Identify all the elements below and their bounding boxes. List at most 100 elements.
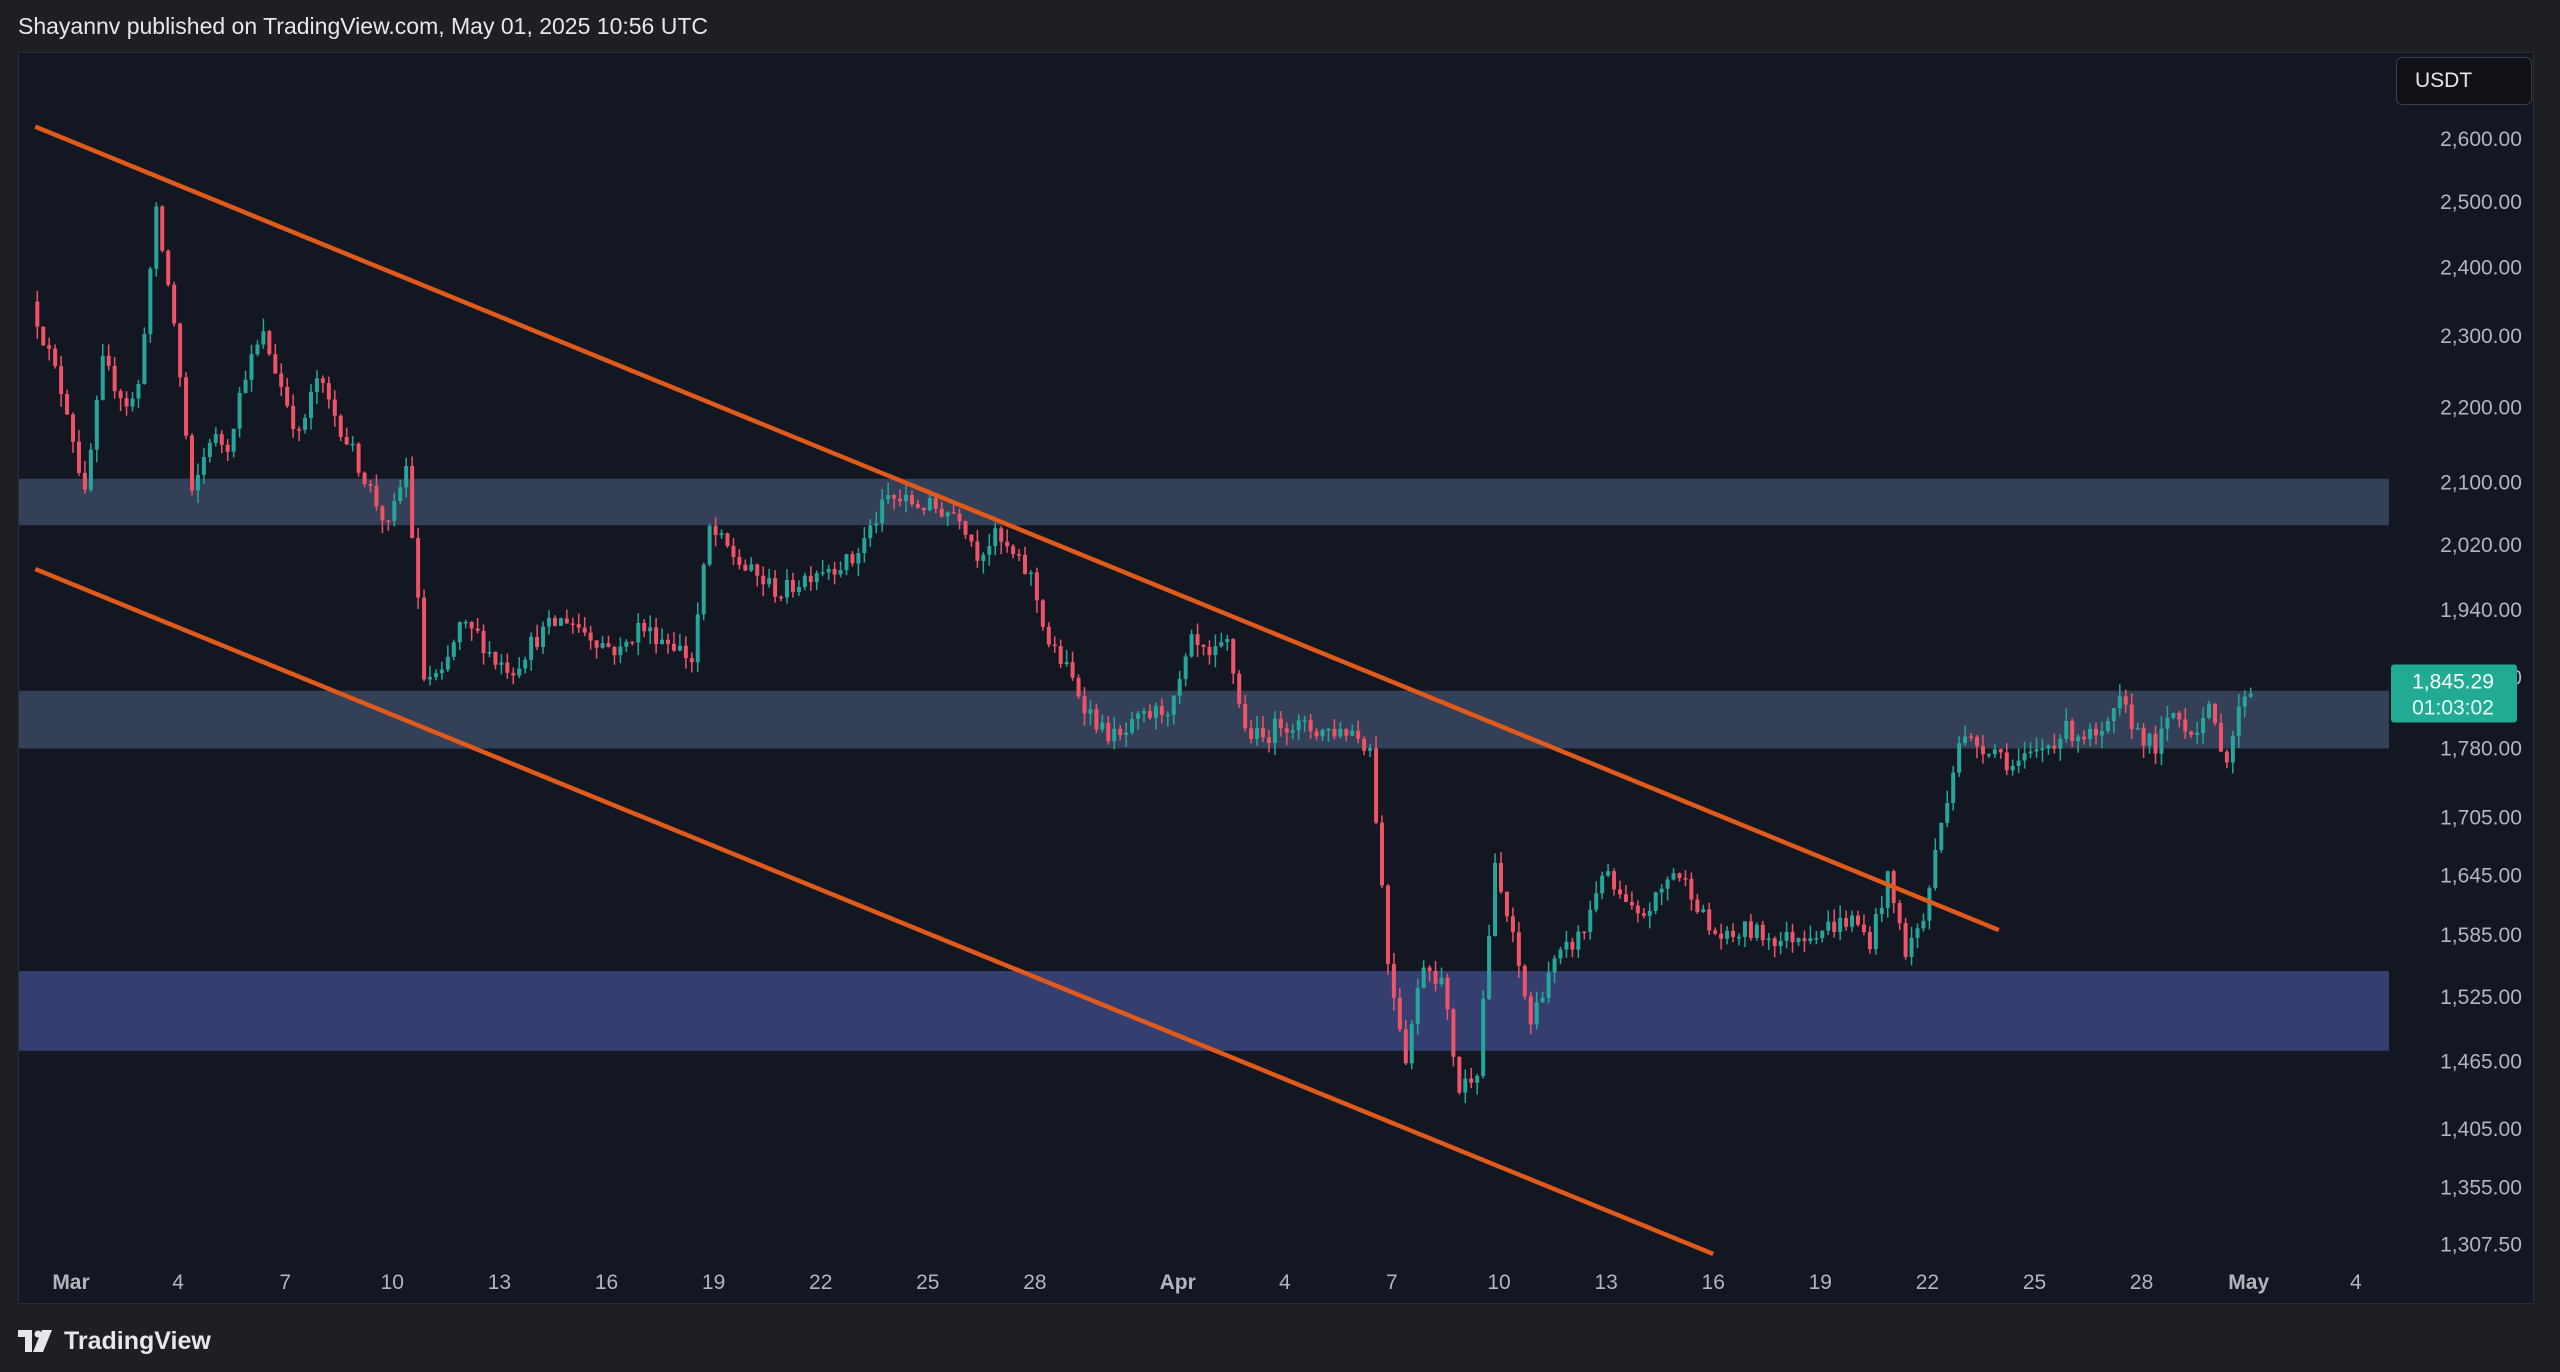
- x-tick-label: 16: [1702, 1271, 1725, 1294]
- candle-up: [201, 456, 206, 475]
- candle-up: [1784, 931, 1789, 941]
- candle-down: [1052, 644, 1057, 647]
- candle-down: [1023, 554, 1027, 574]
- currency-selector[interactable]: USDT: [2396, 57, 2532, 105]
- candle-up: [529, 636, 534, 660]
- candle-up: [1326, 728, 1331, 731]
- candle-up: [1171, 695, 1176, 715]
- candle-down: [1374, 748, 1379, 823]
- candle-up: [749, 564, 754, 571]
- candle-up: [2230, 735, 2235, 763]
- candle-up: [1153, 706, 1158, 718]
- candle-up: [142, 334, 147, 385]
- candle-up: [785, 580, 789, 598]
- candle-up: [767, 578, 772, 585]
- candles-layer: [35, 202, 2253, 1104]
- candle-down: [1249, 728, 1254, 739]
- candle-down: [921, 507, 926, 511]
- tradingview-brand[interactable]: TradingView: [64, 1326, 211, 1355]
- candle-up: [1296, 720, 1301, 731]
- candlestick-chart[interactable]: 2,600.00 2,500.00 2,400.00 2,300.00 2,200.00…: [19, 53, 2535, 1305]
- candle-down: [1017, 554, 1022, 556]
- candle-up: [1028, 572, 1033, 574]
- candle-up: [2159, 728, 2164, 754]
- candle-up: [1963, 736, 1968, 744]
- candle-down: [184, 377, 189, 436]
- y-tick-label: 1,405.00: [2440, 1118, 2522, 1141]
- candle-down: [1106, 722, 1111, 742]
- candle-down: [380, 506, 385, 521]
- candle-up: [1421, 967, 1426, 989]
- y-axis: 2,600.00 2,500.00 2,400.00 2,300.00 2,200.00…: [2440, 128, 2522, 1257]
- candle-down: [1397, 997, 1402, 1030]
- candle-down: [76, 441, 81, 473]
- candle-down: [1499, 862, 1503, 892]
- x-tick-label: 13: [1594, 1271, 1617, 1294]
- candle-up: [1957, 743, 1962, 773]
- candle-down: [737, 556, 742, 565]
- candle-down: [1510, 916, 1515, 933]
- candle-up: [261, 331, 266, 345]
- tradingview-logo-icon[interactable]: [18, 1330, 56, 1352]
- candle-down: [1612, 871, 1617, 890]
- x-tick-label: 13: [488, 1271, 511, 1294]
- candle-up: [796, 586, 801, 592]
- candle-up: [1552, 958, 1557, 973]
- candle-down: [1195, 634, 1200, 646]
- candle-up: [314, 378, 319, 392]
- candle-down: [1635, 905, 1640, 914]
- candle-down: [612, 646, 617, 656]
- candle-down: [790, 580, 795, 592]
- candle-down: [564, 618, 569, 624]
- candle-up: [1142, 711, 1146, 714]
- candle-down: [1469, 1078, 1474, 1083]
- candle-down: [975, 541, 980, 561]
- candle-up: [523, 659, 528, 669]
- candle-down: [1731, 930, 1736, 937]
- candle-up: [862, 538, 867, 554]
- candle-down: [1629, 901, 1634, 906]
- candle-down: [71, 414, 75, 442]
- candle-up: [1796, 938, 1801, 943]
- candle-up: [1606, 871, 1611, 876]
- candle-up: [1302, 720, 1307, 722]
- candle-up: [1338, 728, 1343, 737]
- candle-up: [2147, 733, 2152, 746]
- x-tick-label: 4: [172, 1271, 184, 1294]
- candle-down: [1677, 873, 1682, 879]
- candle-up: [243, 379, 248, 393]
- candle-down: [1284, 728, 1289, 733]
- y-tick-label: 2,100.00: [2440, 472, 2522, 495]
- candle-up: [1951, 772, 1956, 804]
- candle-down: [2218, 723, 2223, 752]
- candle-down: [1903, 923, 1908, 957]
- candle-down: [1391, 963, 1396, 998]
- candle-down: [338, 415, 343, 437]
- candle-up: [1659, 888, 1664, 893]
- candle-down: [939, 508, 944, 517]
- candle-up: [1219, 642, 1224, 647]
- candle-down: [422, 597, 427, 680]
- candle-down: [1261, 728, 1265, 738]
- candle-up: [880, 499, 885, 524]
- candle-up: [844, 554, 849, 571]
- candle-down: [1433, 970, 1438, 984]
- candle-down: [1707, 909, 1712, 931]
- chart-panel[interactable]: 2,600.00 2,500.00 2,400.00 2,300.00 2,200.00…: [18, 52, 2534, 1304]
- candle-up: [100, 355, 105, 400]
- candle-up: [392, 501, 397, 521]
- candle-up: [2195, 732, 2200, 736]
- candle-up: [1487, 935, 1492, 999]
- candle-down: [999, 528, 1004, 542]
- candle-down: [362, 472, 367, 485]
- candle-down: [1231, 639, 1236, 674]
- candle-up: [1594, 893, 1599, 910]
- candle-down: [2004, 752, 2009, 771]
- candle-up: [2022, 753, 2027, 761]
- y-tick-label: 1,307.50: [2440, 1234, 2522, 1257]
- candle-up: [826, 568, 831, 573]
- x-tick-label: 7: [279, 1271, 291, 1294]
- candle-down: [1856, 915, 1860, 925]
- candle-down: [1760, 924, 1765, 941]
- candle-down: [642, 622, 647, 632]
